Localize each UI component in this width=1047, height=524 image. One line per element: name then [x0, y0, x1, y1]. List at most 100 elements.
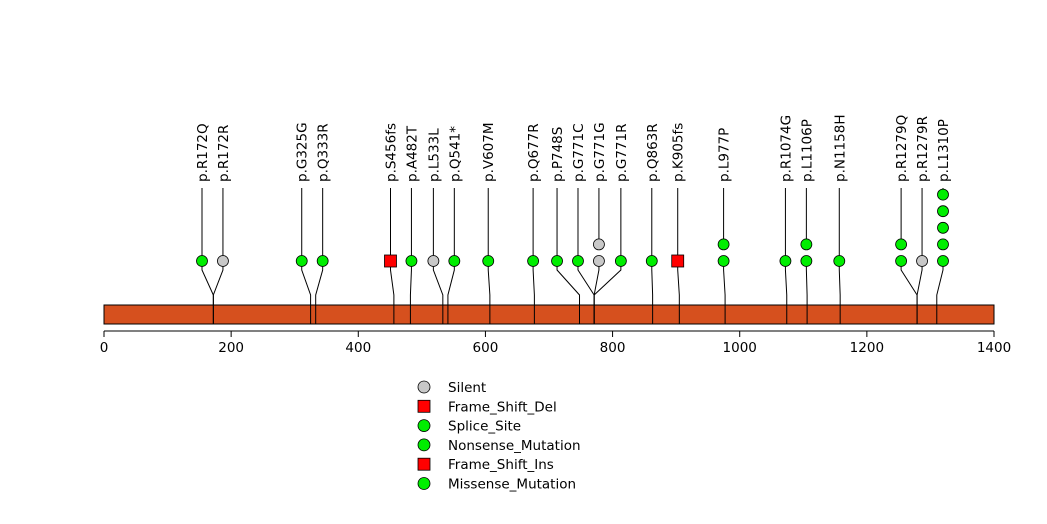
legend-square-swatch [417, 457, 431, 471]
connector-line [936, 261, 944, 305]
x-tick-label: 200 [218, 340, 244, 356]
mutation-circle-marker [295, 255, 308, 267]
mutation-circle-marker [937, 238, 949, 251]
mutation-circle-marker [405, 255, 418, 267]
connector-line [593, 261, 600, 305]
mutation-circle-marker [717, 238, 730, 251]
legend-label: Splice_Site [448, 419, 521, 435]
mutation-label: p.G771R [614, 124, 630, 182]
mutation-label: p.A482T [404, 125, 420, 182]
mutation-circle-marker [895, 238, 908, 251]
mutation-circle-marker [196, 255, 208, 267]
mutation-label: p.V607M [481, 122, 497, 182]
connector-line [556, 261, 581, 305]
mutation-circle-marker [427, 255, 440, 267]
x-tick-label: 1200 [850, 340, 884, 356]
x-tick-label: 0 [100, 340, 109, 356]
connector-line [389, 261, 395, 305]
mutation-circle-marker [448, 255, 461, 267]
connector-line [212, 261, 224, 305]
mutation-square-marker [671, 254, 685, 268]
mutation-circle-marker [482, 255, 495, 267]
mutation-circle-marker [937, 205, 949, 218]
mutation-label: p.R1279Q [894, 115, 910, 182]
mutation-labels: p.R172Q p.R172R p.G325G p.Q333R p.S456fs p.A4… [195, 115, 952, 182]
connector-line [838, 261, 841, 305]
connector-line [532, 261, 535, 305]
mutation-circle-marker [800, 255, 813, 267]
mutation-circle-marker [937, 255, 949, 267]
connector-line [805, 261, 808, 305]
x-tick-label: 1400 [977, 340, 1011, 356]
mutation-circle-marker [916, 255, 928, 267]
mutation-circle-marker [614, 255, 627, 267]
connector-line [784, 261, 788, 305]
connector-line [409, 261, 412, 305]
mutation-label: p.S456fs [383, 123, 399, 182]
legend-label: Frame_Shift_Ins [448, 457, 554, 473]
mutation-circle-marker [895, 255, 908, 267]
connector-line [651, 261, 654, 305]
legend-label: Nonsense_Mutation [448, 438, 581, 454]
connector-line [301, 261, 312, 305]
mutation-circle-marker [937, 188, 949, 201]
mutation-circle-marker [645, 255, 658, 267]
legend-circle-swatch [417, 419, 431, 433]
legend-label: Frame_Shift_Del [448, 399, 557, 415]
mutation-label: p.K905fs [671, 123, 687, 182]
legend-square-swatch [417, 399, 431, 413]
legend-circle-swatch [417, 380, 431, 394]
connector-line [577, 261, 595, 305]
legend: Silent Frame_Shift_Del Splice_Site Nonsense… [417, 380, 581, 493]
mutation-label: p.L1310P [936, 119, 952, 182]
connector-line [900, 261, 918, 305]
mutation-markers [196, 188, 949, 268]
mutation-label: p.P748S [550, 127, 566, 182]
mutation-label: p.L533L [426, 128, 442, 182]
connector-line [315, 261, 324, 305]
connector-line [723, 261, 726, 305]
x-tick-label: 800 [600, 340, 626, 356]
mutation-circle-marker [217, 255, 229, 267]
mutation-label: p.L1106P [799, 119, 815, 182]
mutation-circle-marker [717, 255, 730, 267]
connector-line [677, 261, 680, 305]
mutation-circle-marker [779, 255, 792, 267]
mutation-circle-marker [937, 221, 949, 234]
lollipop-stems [201, 188, 944, 261]
mutation-circle-marker [551, 255, 563, 267]
mutation-circle-marker [800, 238, 813, 251]
mutation-circle-marker [593, 238, 605, 251]
connector-line [447, 261, 455, 305]
mutation-label: p.R1074G [778, 115, 794, 182]
mutation-label: p.Q541* [447, 126, 463, 182]
mutation-label: p.N1158H [832, 115, 848, 182]
connector-line [593, 261, 622, 305]
legend-circle-swatch [417, 438, 431, 452]
legend-label: Silent [448, 380, 486, 396]
legend-circle-swatch [417, 477, 431, 490]
mutation-circle-marker [316, 255, 329, 267]
connector-line [432, 261, 444, 305]
mutation-square-marker [384, 254, 397, 268]
mutation-label: p.R172R [216, 125, 232, 182]
mutation-circle-marker [833, 255, 846, 267]
protein-domain-bar [103, 304, 995, 325]
mutation-label: p.Q333R [316, 123, 332, 182]
connector-line [201, 261, 214, 305]
legend-label: Missense_Mutation [448, 477, 576, 493]
mutation-circle-marker [527, 255, 540, 267]
connector-line [916, 261, 923, 305]
x-tick-label: 1000 [723, 340, 757, 356]
connector-line [487, 261, 491, 305]
mutation-label: p.G771C [571, 123, 587, 182]
mutation-circle-marker [593, 255, 605, 267]
mutation-label: p.G325G [295, 122, 311, 182]
mutation-label: p.R172Q [195, 123, 211, 182]
mutation-circle-marker [572, 255, 584, 267]
mutation-label: p.Q677R [526, 123, 542, 182]
mutation-label: p.G771G [592, 122, 608, 182]
x-axis: 0 200 400 600 800 1000 1200 1400 [100, 330, 1011, 356]
mutation-label: p.R1279R [915, 116, 931, 182]
